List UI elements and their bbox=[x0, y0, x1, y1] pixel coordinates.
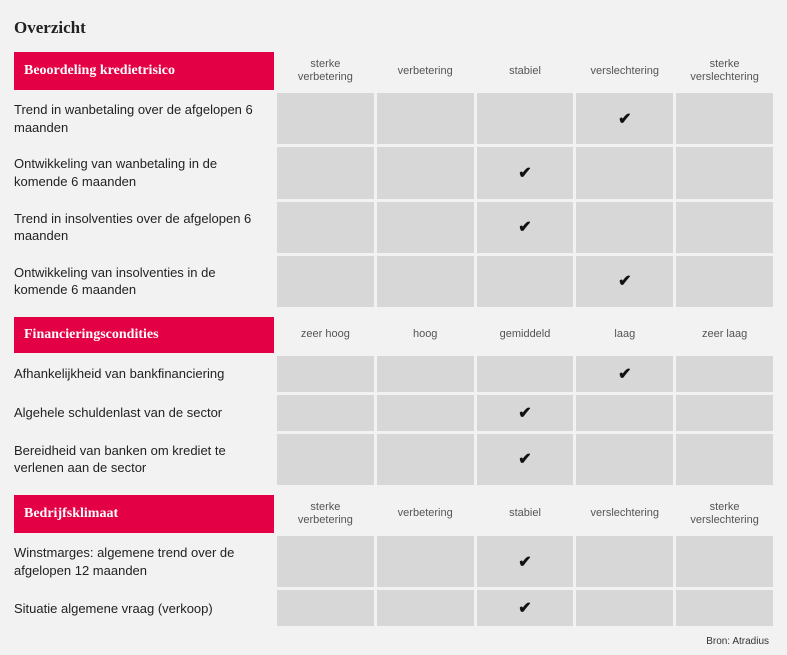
check-icon: ✔ bbox=[518, 217, 531, 237]
section: Financieringsconditieszeer hooghooggemid… bbox=[14, 317, 773, 485]
page-title: Overzicht bbox=[14, 18, 773, 38]
rating-cell bbox=[676, 202, 773, 253]
rating-cell bbox=[377, 202, 474, 253]
rating-cell bbox=[676, 590, 773, 626]
column-header: sterke verslechtering bbox=[676, 52, 773, 90]
rating-cell: ✔ bbox=[477, 590, 574, 626]
rating-cell bbox=[277, 93, 374, 144]
rating-cell bbox=[277, 395, 374, 431]
section-header: Bedrijfsklimaat bbox=[14, 495, 274, 533]
column-header: stabiel bbox=[477, 495, 574, 533]
rating-cell bbox=[477, 256, 574, 307]
rating-cell: ✔ bbox=[576, 93, 673, 144]
rating-cell bbox=[477, 356, 574, 392]
column-header: verslechtering bbox=[576, 52, 673, 90]
check-icon: ✔ bbox=[518, 552, 531, 572]
row-label: Bereidheid van banken om krediet te verl… bbox=[14, 434, 274, 485]
rating-cell bbox=[277, 202, 374, 253]
column-header: zeer laag bbox=[676, 317, 773, 353]
check-icon: ✔ bbox=[618, 271, 631, 291]
source-attribution: Bron: Atradius bbox=[14, 636, 773, 647]
row-label: Ontwikkeling van wanbetaling in de komen… bbox=[14, 147, 274, 198]
rating-cell: ✔ bbox=[576, 256, 673, 307]
rating-cell bbox=[377, 434, 474, 485]
rating-cell: ✔ bbox=[477, 202, 574, 253]
rating-cell bbox=[377, 536, 474, 587]
row-label: Trend in wanbetaling over de afgelopen 6… bbox=[14, 93, 274, 144]
row-label: Algehele schuldenlast van de sector bbox=[14, 395, 274, 431]
rating-cell bbox=[676, 147, 773, 198]
section: Beoordeling kredietrisicosterke verbeter… bbox=[14, 52, 773, 307]
rating-cell bbox=[576, 434, 673, 485]
rating-cell bbox=[277, 256, 374, 307]
column-header: verbetering bbox=[377, 52, 474, 90]
column-header: verbetering bbox=[377, 495, 474, 533]
row-label: Ontwikkeling van insolventies in de kome… bbox=[14, 256, 274, 307]
column-header: sterke verbetering bbox=[277, 52, 374, 90]
rating-cell bbox=[676, 256, 773, 307]
check-icon: ✔ bbox=[518, 403, 531, 423]
rating-cell bbox=[676, 536, 773, 587]
section: Bedrijfsklimaatsterke verbeteringverbete… bbox=[14, 495, 773, 626]
assessment-table: Financieringsconditieszeer hooghooggemid… bbox=[14, 317, 773, 485]
rating-cell: ✔ bbox=[477, 536, 574, 587]
column-header: laag bbox=[576, 317, 673, 353]
check-icon: ✔ bbox=[618, 109, 631, 129]
rating-cell: ✔ bbox=[477, 434, 574, 485]
rating-cell bbox=[277, 536, 374, 587]
sections-container: Beoordeling kredietrisicosterke verbeter… bbox=[14, 52, 773, 626]
rating-cell bbox=[377, 590, 474, 626]
rating-cell bbox=[377, 395, 474, 431]
column-header: gemiddeld bbox=[477, 317, 574, 353]
assessment-table: Beoordeling kredietrisicosterke verbeter… bbox=[14, 52, 773, 307]
check-icon: ✔ bbox=[518, 163, 531, 183]
column-header: sterke verbetering bbox=[277, 495, 374, 533]
rating-cell bbox=[576, 536, 673, 587]
rating-cell bbox=[477, 93, 574, 144]
rating-cell bbox=[277, 434, 374, 485]
section-header: Financieringscondities bbox=[14, 317, 274, 353]
rating-cell bbox=[277, 147, 374, 198]
check-icon: ✔ bbox=[618, 364, 631, 384]
rating-cell bbox=[576, 202, 673, 253]
rating-cell bbox=[377, 356, 474, 392]
rating-cell bbox=[676, 93, 773, 144]
row-label: Trend in insolventies over de afgelopen … bbox=[14, 202, 274, 253]
section-header: Beoordeling kredietrisico bbox=[14, 52, 274, 90]
rating-cell: ✔ bbox=[477, 395, 574, 431]
rating-cell bbox=[277, 356, 374, 392]
rating-cell bbox=[676, 434, 773, 485]
row-label: Afhankelijkheid van bankfinanciering bbox=[14, 356, 274, 392]
column-header: verslechtering bbox=[576, 495, 673, 533]
rating-cell: ✔ bbox=[576, 356, 673, 392]
check-icon: ✔ bbox=[518, 449, 531, 469]
rating-cell bbox=[576, 395, 673, 431]
row-label: Winstmarges: algemene trend over de afge… bbox=[14, 536, 274, 587]
check-icon: ✔ bbox=[518, 598, 531, 618]
rating-cell bbox=[676, 395, 773, 431]
rating-cell bbox=[676, 356, 773, 392]
column-header: hoog bbox=[377, 317, 474, 353]
rating-cell bbox=[377, 93, 474, 144]
column-header: stabiel bbox=[477, 52, 574, 90]
rating-cell bbox=[377, 147, 474, 198]
column-header: sterke verslechtering bbox=[676, 495, 773, 533]
rating-cell bbox=[576, 147, 673, 198]
rating-cell bbox=[377, 256, 474, 307]
rating-cell bbox=[277, 590, 374, 626]
column-header: zeer hoog bbox=[277, 317, 374, 353]
row-label: Situatie algemene vraag (verkoop) bbox=[14, 590, 274, 626]
assessment-table: Bedrijfsklimaatsterke verbeteringverbete… bbox=[14, 495, 773, 626]
rating-cell: ✔ bbox=[477, 147, 574, 198]
rating-cell bbox=[576, 590, 673, 626]
